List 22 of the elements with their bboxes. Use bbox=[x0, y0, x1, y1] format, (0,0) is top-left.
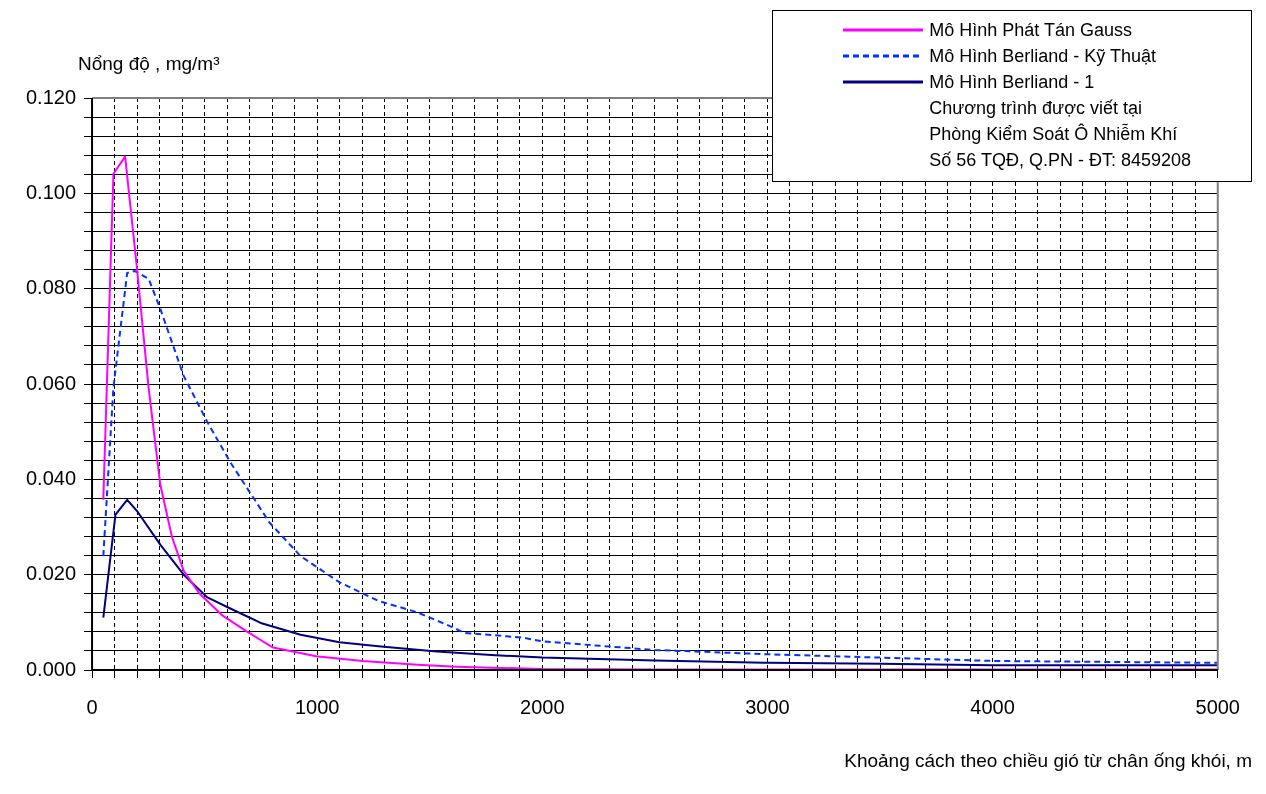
annotation: Phòng Kiểm Soát Ô Nhiễm Khí bbox=[929, 122, 1179, 146]
y-tick-label: 0.040 bbox=[25, 466, 77, 489]
y-tick-label: 0.080 bbox=[25, 276, 77, 299]
x-tick-label: 1000 bbox=[294, 695, 340, 718]
x-tick-label: 2000 bbox=[520, 695, 565, 718]
x-tick-label: 4000 bbox=[970, 695, 1015, 718]
y-tick-label: 0.000 bbox=[25, 657, 77, 680]
x-tick-label: 3000 bbox=[745, 695, 790, 718]
annotation: Chương trình được viết tại bbox=[929, 97, 1143, 120]
legend-label: Mô Hình Berliand - 1 bbox=[929, 71, 1095, 94]
y-tick-label: 0.020 bbox=[25, 562, 77, 585]
y-tick-label: 0.100 bbox=[25, 180, 77, 203]
legend-label: Mô Hình Phát Tán Gauss bbox=[929, 19, 1132, 42]
y-tick-label: 0.060 bbox=[25, 371, 77, 394]
legend-label: Mô Hình Berliand - Kỹ Thuật bbox=[929, 45, 1156, 68]
y-tick-label: 0.120 bbox=[25, 85, 77, 108]
annotation: Số 56 TQĐ, Q.PN - ĐT: 8459208 bbox=[929, 149, 1191, 172]
x-axis-title: Khoảng cách theo chiều gió từ chân ống khói, m bbox=[844, 750, 1252, 772]
y-axis-title: Nổng độ , mg/m³ bbox=[78, 53, 220, 75]
x-tick-label: 5000 bbox=[1195, 695, 1240, 718]
x-tick-label: 0 bbox=[86, 695, 98, 718]
line-series bbox=[102, 270, 1218, 664]
